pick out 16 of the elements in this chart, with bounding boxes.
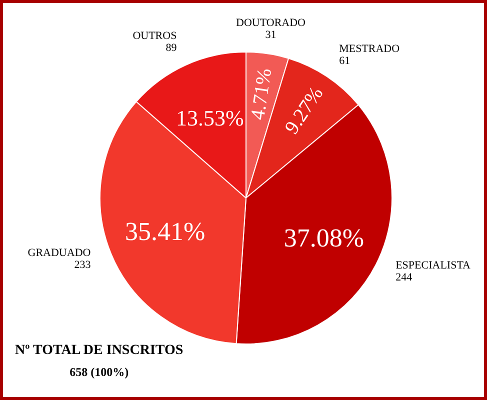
text: 61	[339, 55, 350, 68]
text: 31	[265, 28, 276, 41]
slice-label: DOUTORADO	[236, 16, 306, 29]
text: Nº TOTAL DE INSCRITOS	[15, 343, 184, 359]
slice-label: GRADUADO	[28, 247, 91, 260]
slice-label: ESPECIALISTA	[396, 259, 471, 272]
data-label: 4.71%	[246, 66, 276, 122]
text: 233	[74, 259, 91, 272]
slice-label: OUTROS	[132, 30, 177, 42]
data-label: 13.53%	[176, 106, 244, 131]
text: 658 (100%)	[68, 365, 130, 380]
text: 89	[166, 42, 177, 54]
data-label: 35.41%	[124, 216, 206, 246]
text: 244	[396, 271, 412, 284]
data-label: 37.08%	[284, 223, 364, 252]
slice-label: MESTRADO	[339, 43, 400, 56]
